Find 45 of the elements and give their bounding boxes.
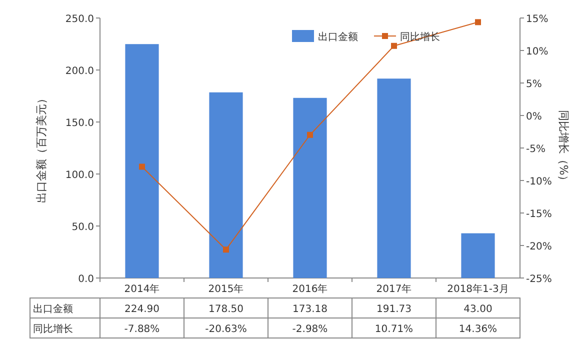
y-tick-label: 150.0 <box>65 118 94 129</box>
x-tick-label: 2017年 <box>376 283 412 295</box>
data-label: 224.90 <box>124 304 160 315</box>
point <box>391 42 397 49</box>
x-tick-label: 2018年1-3月 <box>447 283 509 295</box>
text: 同比增长 <box>33 324 73 335</box>
bar <box>209 92 243 278</box>
bar <box>293 98 327 278</box>
y-axis-title: 出口金额（百万美元） <box>35 93 48 203</box>
legend-label: 出口金额 <box>318 31 358 43</box>
data-label: 14.36% <box>458 324 498 335</box>
data-label: 43.00 <box>464 304 492 315</box>
point <box>475 19 481 26</box>
bar <box>461 233 495 278</box>
x-tick-label: 2014年 <box>124 283 160 295</box>
text: 出口金额 <box>33 304 73 315</box>
y2-tick-label: -20% <box>526 242 552 252</box>
y-tick-label: 250.0 <box>65 14 94 25</box>
x-tick-label: 2015年 <box>208 283 244 295</box>
data-label: -7.88% <box>124 324 160 335</box>
point <box>307 132 313 138</box>
y-tick-label: 100.0 <box>65 170 94 181</box>
data-label: -20.63% <box>205 324 247 335</box>
point <box>223 246 229 253</box>
data-label: 173.18 <box>292 304 328 315</box>
data-label: -2.98% <box>292 324 328 335</box>
y2-tick-label: 10% <box>526 46 548 58</box>
y2-axis-title: 同比增长（%） <box>557 110 570 186</box>
y2-tick-label: -10% <box>526 176 552 188</box>
x-tick-label: 2016年 <box>292 283 328 295</box>
y2-tick-label: -15% <box>526 209 552 220</box>
y2-tick-label: -25% <box>526 274 552 285</box>
y-tick-label: 50.0 <box>72 222 94 233</box>
y2-tick-label: -5% <box>526 144 546 155</box>
data-label: 191.73 <box>376 304 412 315</box>
bar <box>125 44 159 278</box>
y2-tick-label: 0% <box>526 112 542 122</box>
y2-tick-label: 5% <box>526 79 542 90</box>
y2-tick-label: 15% <box>526 14 548 25</box>
bar <box>377 78 411 278</box>
data-label: 10.71% <box>374 324 414 335</box>
y-tick-label: 0.0 <box>78 274 94 285</box>
y-tick-label: 200.0 <box>65 66 94 77</box>
data-label: 178.50 <box>208 304 244 315</box>
point <box>139 164 145 170</box>
